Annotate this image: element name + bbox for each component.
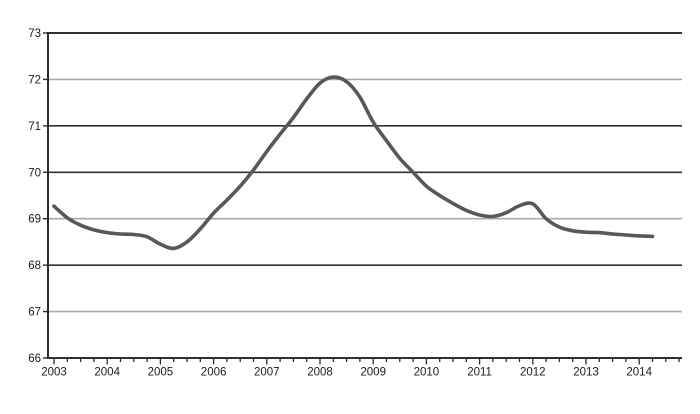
x-axis-tick-label: 2010 [414,367,440,379]
y-axis-tick-label: 69 [28,214,41,226]
y-axis-tick-label: 68 [28,260,41,272]
x-axis-tick-label: 2014 [626,367,652,379]
x-axis-tick-label: 2012 [520,367,546,379]
x-axis-tick-label: 2011 [467,367,492,379]
y-axis-tick-label: 70 [28,167,41,179]
x-axis-tick-label: 2004 [94,367,120,379]
x-axis-tick-label: 2005 [148,367,174,379]
x-axis-tick-label: 2003 [41,367,67,379]
y-axis-tick-label: 73 [28,28,41,40]
x-axis-tick-label: 2006 [201,367,227,379]
y-axis-tick-label: 72 [28,74,41,86]
y-axis-tick-label: 67 [28,307,41,319]
x-axis-tick-label: 2009 [360,367,386,379]
x-axis-tick-label: 2007 [254,367,280,379]
x-axis-tick-label: 2013 [573,367,599,379]
y-axis-tick-label: 71 [28,121,41,133]
x-axis-tick-label: 2008 [307,367,333,379]
y-axis-tick-label: 66 [28,353,41,365]
data-line-series [52,75,655,251]
